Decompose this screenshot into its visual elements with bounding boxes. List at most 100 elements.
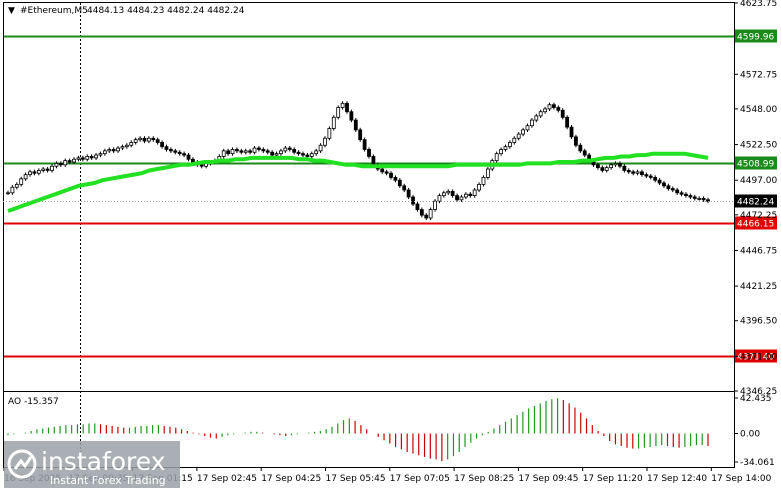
menu-arrow-icon[interactable]: ▼ [8,6,15,16]
level-tag [735,216,777,230]
price-candle [235,149,239,152]
price-candle [353,119,358,131]
price-tick-label: 4572.75 [740,70,777,80]
price-candle [89,156,94,159]
price-candle [433,200,437,210]
price-candle [455,195,459,201]
price-candle [468,193,473,197]
price-tick-label: 4421.25 [740,282,777,292]
time-tick-label: 17 Sep 07:05 [390,474,450,484]
instaforex-logo: instaforex Instant Forex Trading [4,441,180,488]
price-candle [160,142,164,148]
price-candle [32,171,37,174]
price-candle [305,154,310,157]
price-candle [529,119,534,127]
price-tick-label: 4346.25 [740,387,777,397]
price-candle [186,154,191,160]
price-candle [80,157,85,160]
level-tag-label: 4466.15 [737,220,774,230]
price-candle [336,107,341,118]
price-candle [265,150,270,153]
price-candle [85,156,90,160]
price-candle [296,151,301,155]
levels-layer: 4599.96 4508.99 4466.15 4371.40 4482.24 [4,29,777,363]
price-candle [94,154,98,159]
price-candle [626,170,631,173]
price-candle [552,104,556,108]
price-candle [120,146,125,149]
price-candle [173,150,178,153]
ao-tick-label: 42.435 [740,394,772,404]
price-candle [323,137,327,146]
main-chart-frame [3,2,735,392]
price-candle [653,177,658,181]
price-candle [556,107,561,111]
price-candle [98,153,103,156]
price-candle [301,153,305,156]
price-candle [19,178,24,185]
price-candle [67,160,72,163]
price-candle [177,151,182,155]
indicator-label: AO -15.357 [8,397,59,407]
price-candle [58,163,63,166]
price-candle [23,174,28,180]
price-candle [565,116,570,128]
price-candle [367,149,371,157]
price-candle [274,153,279,156]
price-candle [6,192,10,195]
price-tick-label: 4446.75 [740,246,777,256]
price-candle [662,182,666,187]
price-candle [261,149,266,152]
price-candle [72,158,76,163]
price-candle [331,116,336,129]
price-candle [499,149,503,155]
price-candle [415,203,420,210]
price-candle [221,150,226,157]
ao-tick-label: -34.061 [740,458,775,468]
price-candle [450,191,455,197]
price-candle [102,150,107,155]
price-candle [243,150,248,153]
price-candle [182,153,187,156]
price-candle [116,147,120,152]
level-tag [735,156,777,170]
price-candle [309,153,314,157]
price-candle [525,125,530,131]
price-candle [146,137,151,142]
price-candle [538,111,543,117]
price-candle [481,177,486,185]
price-candle [543,108,548,113]
price-candle [168,149,173,152]
price-candle [14,184,19,188]
price-candle [534,115,539,121]
price-candle [419,209,424,216]
price-candle [340,102,345,108]
price-candle [28,171,32,176]
current-price-label: 4482.24 [737,198,774,208]
moving-average-line [7,151,709,213]
price-candle [393,177,398,181]
price-candle [697,197,702,200]
price-candle [644,174,649,177]
time-tick-label: 17 Sep 05:45 [326,474,386,484]
price-tick-label: 4623.75 [740,0,777,9]
time-tick-label: 17 Sep 12:40 [647,474,707,484]
price-candle [257,147,261,150]
price-candle [494,153,499,162]
price-candle [596,164,600,169]
price-candle [292,149,297,153]
price-candle [635,171,640,174]
time-tick-label: 17 Sep 14:00 [711,474,771,484]
price-candle [41,168,46,171]
price-candle [252,147,257,153]
price-candle [283,147,288,152]
price-candle [50,165,54,171]
logo-tagline: Instant Forex Trading [50,474,166,487]
price-candle [151,137,156,141]
price-candle [547,104,552,110]
price-candle [349,111,354,121]
price-candle [318,144,323,152]
time-tick-label: 17 Sep 02:45 [197,474,257,484]
ohlc-readout: 4484.13 4484.23 4482.24 4482.24 [87,6,245,16]
price-candle [345,102,349,113]
